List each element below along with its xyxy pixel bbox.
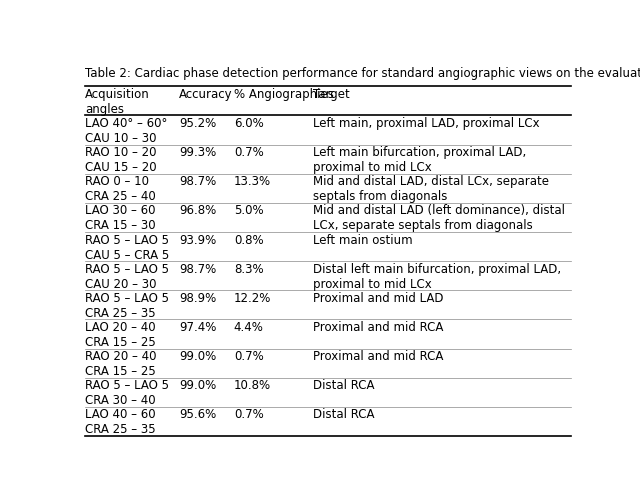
Text: 96.8%: 96.8% — [179, 204, 216, 217]
Text: 0.7%: 0.7% — [234, 146, 264, 159]
Text: 10.8%: 10.8% — [234, 379, 271, 392]
Text: Distal RCA: Distal RCA — [313, 379, 374, 392]
Text: LAO 40° – 60°
CAU 10 – 30: LAO 40° – 60° CAU 10 – 30 — [85, 117, 167, 145]
Text: 98.9%: 98.9% — [179, 292, 216, 305]
Text: Proximal and mid RCA: Proximal and mid RCA — [313, 350, 444, 363]
Text: Proximal and mid RCA: Proximal and mid RCA — [313, 321, 444, 334]
Text: Mid and distal LAD, distal LCx, separate
septals from diagonals: Mid and distal LAD, distal LCx, separate… — [313, 175, 549, 203]
Text: RAO 5 – LAO 5
CRA 30 – 40: RAO 5 – LAO 5 CRA 30 – 40 — [85, 379, 169, 407]
Text: 99.0%: 99.0% — [179, 350, 216, 363]
Text: 95.2%: 95.2% — [179, 117, 216, 130]
Text: Left main, proximal LAD, proximal LCx: Left main, proximal LAD, proximal LCx — [313, 117, 540, 130]
Text: 5.0%: 5.0% — [234, 204, 264, 217]
Text: 98.7%: 98.7% — [179, 263, 216, 276]
Text: Mid and distal LAD (left dominance), distal
LCx, separate septals from diagonals: Mid and distal LAD (left dominance), dis… — [313, 204, 565, 232]
Text: 93.9%: 93.9% — [179, 234, 216, 246]
Text: 99.3%: 99.3% — [179, 146, 216, 159]
Text: 6.0%: 6.0% — [234, 117, 264, 130]
Text: 0.7%: 0.7% — [234, 350, 264, 363]
Text: 98.7%: 98.7% — [179, 175, 216, 188]
Text: Acquisition
angles: Acquisition angles — [85, 88, 150, 116]
Text: 99.0%: 99.0% — [179, 379, 216, 392]
Text: Distal RCA: Distal RCA — [313, 408, 374, 421]
Text: Accuracy: Accuracy — [179, 88, 233, 101]
Text: 12.2%: 12.2% — [234, 292, 271, 305]
Text: Proximal and mid LAD: Proximal and mid LAD — [313, 292, 444, 305]
Text: % Angiographies: % Angiographies — [234, 88, 333, 101]
Text: 13.3%: 13.3% — [234, 175, 271, 188]
Text: LAO 20 – 40
CRA 15 – 25: LAO 20 – 40 CRA 15 – 25 — [85, 321, 156, 349]
Text: LAO 40 – 60
CRA 25 – 35: LAO 40 – 60 CRA 25 – 35 — [85, 408, 156, 436]
Text: 0.8%: 0.8% — [234, 234, 264, 246]
Text: 4.4%: 4.4% — [234, 321, 264, 334]
Text: RAO 20 – 40
CRA 15 – 25: RAO 20 – 40 CRA 15 – 25 — [85, 350, 156, 378]
Text: 8.3%: 8.3% — [234, 263, 264, 276]
Text: RAO 5 – LAO 5
CRA 25 – 35: RAO 5 – LAO 5 CRA 25 – 35 — [85, 292, 169, 320]
Text: 97.4%: 97.4% — [179, 321, 216, 334]
Text: 95.6%: 95.6% — [179, 408, 216, 421]
Text: Distal left main bifurcation, proximal LAD,
proximal to mid LCx: Distal left main bifurcation, proximal L… — [313, 263, 561, 291]
Text: RAO 5 – LAO 5
CAU 20 – 30: RAO 5 – LAO 5 CAU 20 – 30 — [85, 263, 169, 291]
Text: RAO 0 – 10
CRA 25 – 40: RAO 0 – 10 CRA 25 – 40 — [85, 175, 156, 203]
Text: 0.7%: 0.7% — [234, 408, 264, 421]
Text: Left main bifurcation, proximal LAD,
proximal to mid LCx: Left main bifurcation, proximal LAD, pro… — [313, 146, 526, 174]
Text: LAO 30 – 60
CRA 15 – 30: LAO 30 – 60 CRA 15 – 30 — [85, 204, 156, 232]
Text: Table 2: Cardiac phase detection performance for standard angiographic views on : Table 2: Cardiac phase detection perform… — [85, 67, 640, 80]
Text: Left main ostium: Left main ostium — [313, 234, 413, 246]
Text: RAO 10 – 20
CAU 15 – 20: RAO 10 – 20 CAU 15 – 20 — [85, 146, 157, 174]
Text: RAO 5 – LAO 5
CAU 5 – CRA 5: RAO 5 – LAO 5 CAU 5 – CRA 5 — [85, 234, 169, 262]
Text: Target: Target — [313, 88, 350, 101]
